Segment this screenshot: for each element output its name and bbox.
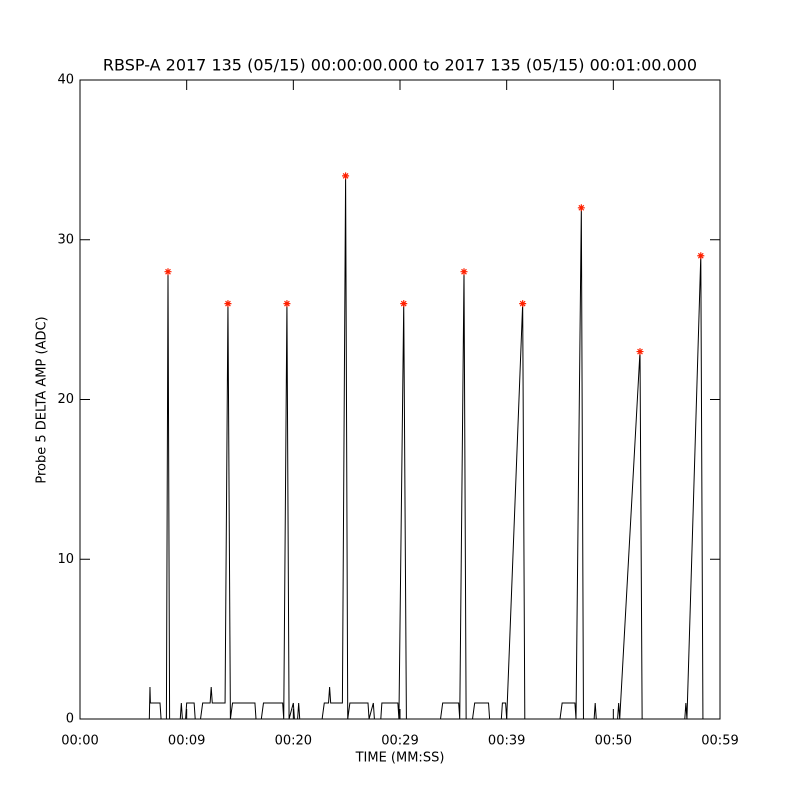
y-tick-label: 30 xyxy=(57,232,74,247)
peak-marker xyxy=(224,300,232,308)
peak-marker xyxy=(697,252,705,260)
trace-line xyxy=(80,175,720,720)
y-tick-label: 0 xyxy=(66,712,74,727)
y-tick-label: 40 xyxy=(57,73,74,88)
peak-marker xyxy=(519,300,527,308)
x-axis-label: TIME (MM:SS) xyxy=(355,751,445,766)
x-tick-label: 00:00 xyxy=(61,734,98,749)
peak-marker xyxy=(164,268,172,276)
peak-marker xyxy=(283,300,291,308)
x-tick-label: 00:20 xyxy=(275,734,312,749)
x-tick-label: 00:59 xyxy=(701,734,738,749)
peak-marker xyxy=(577,204,585,212)
x-tick-label: 00:29 xyxy=(381,734,418,749)
x-tick-label: 00:39 xyxy=(488,734,525,749)
y-tick-label: 20 xyxy=(57,392,74,407)
x-tick-label: 00:50 xyxy=(595,734,632,749)
y-tick-label: 10 xyxy=(57,552,74,567)
x-tick-label: 00:09 xyxy=(168,734,205,749)
peak-marker xyxy=(342,172,350,180)
peak-marker xyxy=(636,348,644,356)
chart-title: RBSP-A 2017 135 (05/15) 00:00:00.000 to … xyxy=(103,56,697,75)
y-axis-label: Probe 5 DELTA AMP (ADC) xyxy=(35,316,50,483)
peak-marker xyxy=(460,268,468,276)
peak-marker xyxy=(400,300,408,308)
